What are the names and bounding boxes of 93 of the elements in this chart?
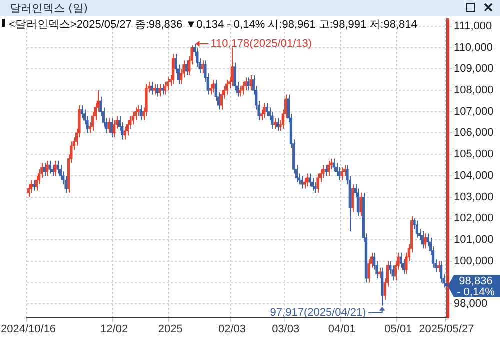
- candlestick: [92, 111, 94, 132]
- candlestick: [324, 164, 328, 176]
- candlestick: [126, 120, 130, 136]
- candlestick: [308, 173, 312, 188]
- y-tick-label: 101,000: [454, 234, 494, 246]
- candlestick: [30, 180, 33, 194]
- candlestick: [340, 166, 344, 181]
- candlestick: [263, 102, 266, 119]
- candlestick: [27, 184, 30, 198]
- candlestick: [360, 192, 362, 218]
- y-tick-label: 106,000: [454, 127, 494, 140]
- candlestick: [46, 160, 49, 176]
- candlestick: [392, 265, 394, 282]
- candlestick: [242, 81, 244, 96]
- candlestick: [316, 173, 320, 194]
- candlestick: [352, 184, 354, 213]
- candlestick: [43, 162, 46, 176]
- candlestick: [220, 90, 223, 110]
- candlestick: [108, 118, 110, 134]
- y-tick-label: 110,000: [454, 42, 493, 54]
- chart-title: 달러인덱스 (일): [10, 1, 88, 16]
- x-tick-label: 02/03: [218, 324, 246, 336]
- y-tick-label: 103,000: [454, 191, 494, 204]
- y-tick-label: 107,000: [454, 106, 494, 118]
- candlestick: [132, 111, 134, 126]
- y-tick-label: 102,000: [454, 212, 494, 225]
- candlestick: [274, 118, 276, 130]
- x-tick-label: 2025: [158, 324, 183, 336]
- candlestick: [156, 84, 159, 98]
- candlestick: [54, 160, 57, 176]
- y-tick-label: 100,000: [454, 255, 494, 268]
- candlestick: [424, 233, 427, 250]
- candlestick: [32, 180, 36, 192]
- candlestick: [161, 84, 164, 96]
- y-tick-label: 105,000: [454, 148, 494, 161]
- candlestick: [322, 164, 325, 179]
- candlestick: [266, 102, 268, 117]
- candlestick: [212, 79, 215, 94]
- candlestick: [172, 54, 175, 85]
- candlestick: [303, 178, 306, 190]
- candlestick: [48, 160, 52, 174]
- candlestick: [64, 175, 68, 194]
- candlestick: [306, 173, 309, 188]
- candlestick: [246, 77, 250, 91]
- candlestick: [440, 260, 443, 284]
- candlestick: [276, 118, 280, 132]
- candlestick: [311, 178, 314, 192]
- candlestick: [244, 77, 247, 91]
- candlestick: [150, 81, 154, 96]
- candlestick: [416, 220, 419, 238]
- candlestick: [234, 62, 236, 91]
- annotation: 97,917(2025/04/21): [270, 306, 366, 319]
- candlestick: [250, 75, 252, 91]
- x-tick-label: 03/03: [272, 324, 300, 336]
- candlestick: [137, 104, 140, 117]
- y-tick-label: 98,000: [454, 298, 488, 310]
- candlestick: [426, 233, 430, 247]
- x-tick-label: 04/01: [328, 324, 356, 336]
- candlestick: [238, 86, 242, 98]
- candlestick: [112, 120, 116, 138]
- candlestick: [335, 162, 338, 176]
- candlestick: [271, 111, 274, 130]
- candlestick: [59, 164, 62, 181]
- candlestick: [110, 118, 113, 138]
- candlestick: [158, 84, 162, 98]
- annotation: 110,178(2025/01/13): [210, 38, 312, 50]
- candlestick: [226, 79, 228, 96]
- candlestick: [201, 60, 204, 74]
- candlestick: [300, 175, 304, 190]
- y-tick-label: 108,000: [454, 84, 494, 97]
- chart-subtitle: <달러인덱스>2025/05/27 종:98,836 ▼0,134 - 0,14% 시:98,961 고:98,991 저:98,814: [9, 18, 418, 32]
- x-tick-label: 2024/10/16: [0, 324, 56, 336]
- candlestick: [421, 230, 424, 250]
- candlestick: [327, 160, 330, 176]
- candlestick: [51, 164, 54, 176]
- y-tick-label: 111,000: [454, 20, 492, 32]
- candlestick: [338, 166, 341, 181]
- candlestick: [356, 188, 360, 218]
- candlestick: [164, 81, 167, 96]
- x-tick-label: 05/01: [384, 324, 412, 336]
- candlestick: [166, 77, 170, 91]
- text: 98,836 - 0,14%: [457, 275, 496, 298]
- candlestick: [185, 60, 188, 76]
- y-tick-label: 109,000: [454, 63, 494, 76]
- x-tick-label: 2025/05/27: [419, 324, 474, 336]
- candlestick: [343, 164, 346, 176]
- candlestick: [140, 104, 142, 121]
- y-tick-label: 104,000: [454, 170, 494, 182]
- candlestick: [134, 107, 138, 121]
- x-tick-label: 12/02: [100, 324, 128, 336]
- candlestick: [378, 267, 381, 279]
- candlestick: [153, 84, 156, 96]
- candlestick: [209, 84, 212, 96]
